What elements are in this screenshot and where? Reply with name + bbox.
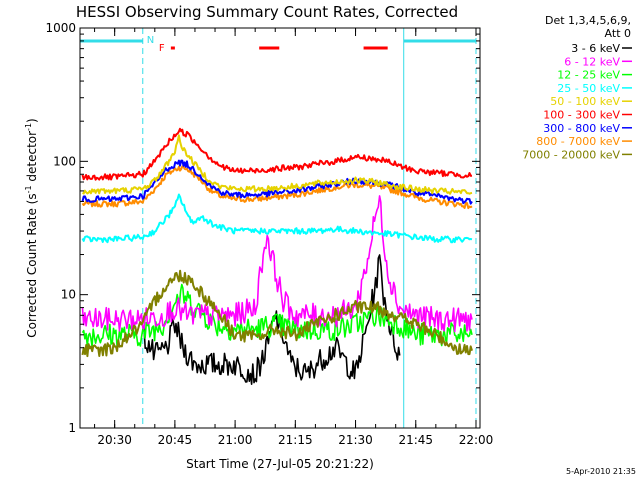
series-line-100-300-kev <box>81 127 473 181</box>
y-axis-label: Corrected Count Rate (s-1 detector-1) <box>24 118 39 337</box>
legend-label: 800 - 7000 keV <box>536 135 620 148</box>
legend-label: 3 - 6 keV <box>571 42 620 55</box>
legend-label: 25 - 50 keV <box>557 82 620 95</box>
plot-area: NF <box>80 28 477 428</box>
legend-label: 100 - 300 keV <box>543 109 620 122</box>
series-line-7000-20000-kev <box>81 269 473 358</box>
x-tick-label: 21:45 <box>398 433 433 447</box>
legend-label: 6 - 12 keV <box>564 55 620 68</box>
x-axis: 20:30 20:45 21:00 21:15 21:30 21:45 22:00 <box>94 28 494 447</box>
y-tick-label: 1000 <box>45 21 76 35</box>
series-line-12-25-kev <box>81 283 473 348</box>
legend-header-line-2: Att 0 <box>605 27 631 40</box>
generated-timestamp: 5-Apr-2010 21:35 <box>566 467 636 476</box>
series-line-800-7000-kev <box>81 165 473 210</box>
legend-label: 12 - 25 keV <box>557 69 620 82</box>
x-tick-label: 21:15 <box>278 433 313 447</box>
x-tick-label: 22:00 <box>459 433 494 447</box>
x-tick-label: 20:30 <box>97 433 132 447</box>
y-tick-label: 10 <box>61 288 76 302</box>
legend-header-line-1: Det 1,3,4,5,6,9, <box>545 14 631 27</box>
x-tick-label: 21:30 <box>338 433 373 447</box>
legend-label: 7000 - 20000 keV <box>522 148 620 161</box>
plot-frame <box>79 27 481 429</box>
chart-title: HESSI Observing Summary Count Rates, Cor… <box>76 3 458 21</box>
legend-label: 300 - 800 keV <box>543 122 620 135</box>
y-tick-label: 1 <box>68 421 76 435</box>
flag-label-N: N <box>147 35 154 46</box>
series-line-6-12-kev <box>81 195 473 333</box>
series-line-25-50-kev <box>81 193 473 244</box>
y-axis: 1 10 100 1000 <box>45 21 480 435</box>
legend-label: 50 - 100 keV <box>550 95 620 108</box>
x-axis-label: Start Time (27-Jul-05 20:21:22) <box>186 457 374 471</box>
y-tick-label: 100 <box>53 154 76 168</box>
flag-label-F: F <box>159 43 165 54</box>
series-line-50-100-kev <box>82 134 473 195</box>
x-tick-label: 21:00 <box>218 433 253 447</box>
x-tick-label: 20:45 <box>158 433 193 447</box>
